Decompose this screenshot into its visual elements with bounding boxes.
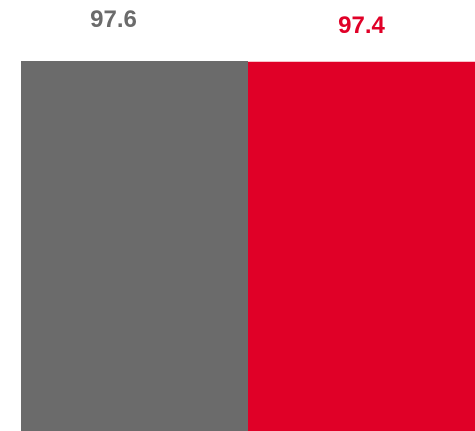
value-label-1: 97.6 bbox=[90, 6, 137, 33]
value-labels-group: 97.6 97.4 bbox=[90, 6, 385, 39]
bar-1 bbox=[21, 61, 248, 431]
bar-2 bbox=[248, 61, 475, 431]
bars-group bbox=[21, 61, 475, 431]
value-label-2: 97.4 bbox=[338, 12, 385, 39]
